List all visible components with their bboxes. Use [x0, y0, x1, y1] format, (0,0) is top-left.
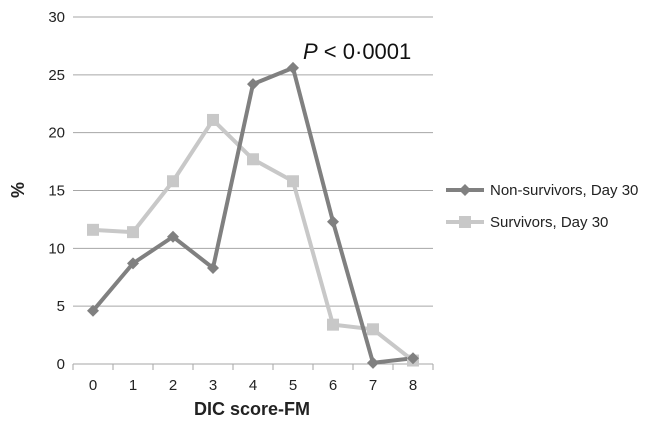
survivors-point-5: [287, 175, 299, 188]
survivors-point-6: [327, 318, 339, 331]
y-tick-label-20: 20: [48, 125, 65, 142]
y-tick-label-10: 10: [48, 240, 65, 257]
y-axis-title: %: [8, 182, 28, 198]
y-tick-label-15: 15: [48, 183, 65, 200]
non-survivors-point-3: [207, 261, 219, 274]
non-survivors-point-6: [327, 215, 339, 228]
gridlines: [73, 16, 433, 307]
non-survivors-point-2: [167, 230, 179, 243]
y-tick-label-25: 25: [48, 67, 65, 84]
non-survivors-point-0: [87, 304, 99, 317]
survivors-point-7: [367, 323, 379, 336]
x-tick-label-6: 6: [329, 377, 337, 394]
legend-marker-non-survivors: [459, 184, 471, 196]
x-axis-title: DIC score-FM: [194, 399, 310, 419]
non-survivors-point-5: [287, 61, 299, 74]
x-tick-label-1: 1: [129, 377, 137, 394]
survivors-point-1: [127, 226, 139, 239]
legend-label-non-survivors: Non-survivors, Day 30: [490, 182, 638, 199]
x-tick-label-5: 5: [289, 377, 297, 394]
non-survivors-point-1: [127, 257, 139, 270]
y-tick-label-30: 30: [48, 9, 65, 26]
axes: [72, 363, 434, 370]
y-tick-label-5: 5: [57, 298, 65, 315]
legend: Non-survivors, Day 30 Survivors, Day 30: [446, 182, 638, 231]
x-tick-label-4: 4: [249, 377, 257, 394]
non-survivors-point-7: [367, 356, 379, 369]
x-tick-label-3: 3: [209, 377, 217, 394]
non-survivors-point-4: [247, 78, 259, 91]
series-lines: [91, 65, 415, 365]
legend-label-survivors: Survivors, Day 30: [490, 214, 608, 231]
series-line-non-survivors: [91, 65, 414, 365]
legend-marker-survivors: [459, 216, 471, 228]
survivors-point-0: [87, 223, 99, 236]
x-tick-label-0: 0: [89, 377, 97, 394]
x-tick-label-7: 7: [369, 377, 377, 394]
x-tick-label-8: 8: [409, 377, 417, 394]
series-markers: [87, 61, 419, 369]
tick-labels: 0 5 10 15 20 25 30 0 1 2 3 4 5 6 7 8: [48, 9, 417, 394]
x-tick-label-2: 2: [169, 377, 177, 394]
survivors-point-4: [247, 153, 259, 166]
p-symbol: P: [303, 39, 318, 64]
p-value-annotation: P < 0·0001: [303, 39, 411, 64]
survivors-point-2: [167, 175, 179, 188]
non-survivors-point-8: [407, 352, 419, 365]
survivors-point-3: [207, 113, 219, 126]
p-value-text: < 0·0001: [318, 39, 412, 64]
y-tick-label-0: 0: [57, 356, 65, 373]
